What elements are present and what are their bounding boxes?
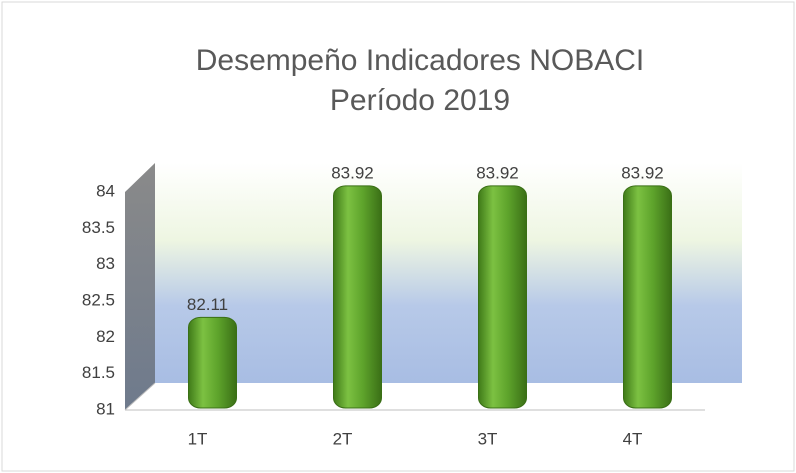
y-tick-label: 82.5 (82, 290, 115, 309)
floor-line (124, 382, 156, 411)
y-tick-label: 81 (96, 399, 115, 418)
value-label: 83.92 (621, 163, 664, 182)
x-tick-label: 3T (478, 429, 498, 448)
x-tick-label: 2T (333, 429, 353, 448)
bar (478, 185, 527, 409)
y-tick-label: 81.5 (82, 363, 115, 382)
x-tick-label: 1T (188, 429, 208, 448)
y-tick-label: 83 (96, 254, 115, 273)
bar (188, 316, 237, 409)
bar (333, 185, 382, 409)
x-tick-label: 4T (623, 429, 643, 448)
value-label: 83.92 (331, 163, 374, 182)
bar (623, 185, 672, 409)
chart-title: Período 2019 (330, 84, 510, 117)
y-tick-label: 83.5 (82, 218, 115, 237)
value-label: 83.92 (476, 163, 519, 182)
chart-title: Desempeño Indicadores NOBACI (196, 44, 645, 77)
side-wall (125, 163, 155, 410)
y-tick-label: 82 (96, 327, 115, 346)
value-label: 82.11 (187, 295, 228, 314)
y-tick-label: 84 (96, 181, 115, 200)
